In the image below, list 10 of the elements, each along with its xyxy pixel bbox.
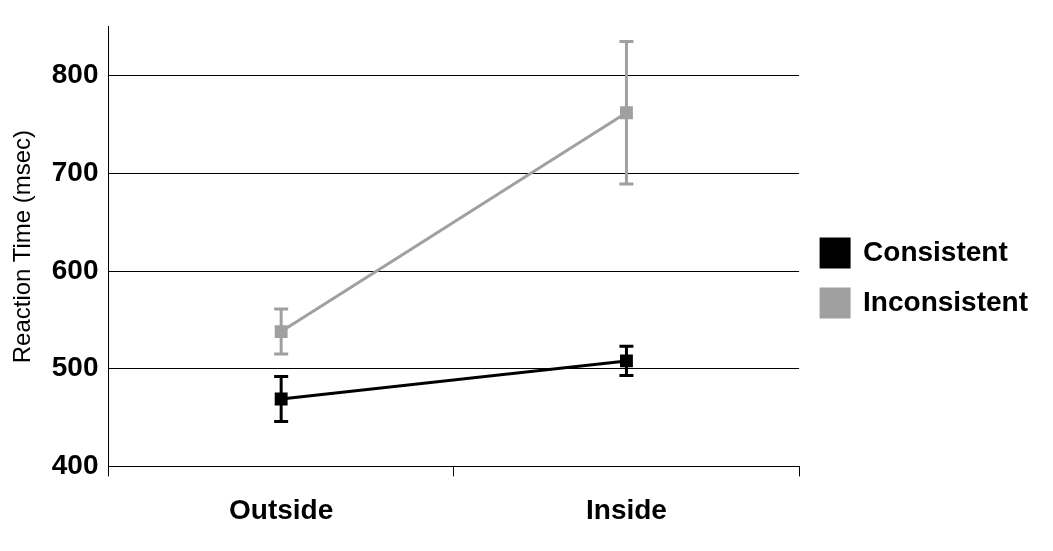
y-tick-label: 400 xyxy=(51,449,99,481)
y-tick-label: 500 xyxy=(51,351,99,383)
y-tick-label: 800 xyxy=(51,58,99,90)
legend-label: Consistent xyxy=(863,235,1008,267)
y-tick-label: 600 xyxy=(51,253,99,285)
legend-label: Inconsistent xyxy=(863,285,1029,317)
x-tick-label: Inside xyxy=(585,493,667,525)
x-tick-label: Outside xyxy=(229,493,334,525)
y-tick-label: 700 xyxy=(51,156,99,188)
y-axis-title: Reaction Time (msec) xyxy=(8,129,36,364)
